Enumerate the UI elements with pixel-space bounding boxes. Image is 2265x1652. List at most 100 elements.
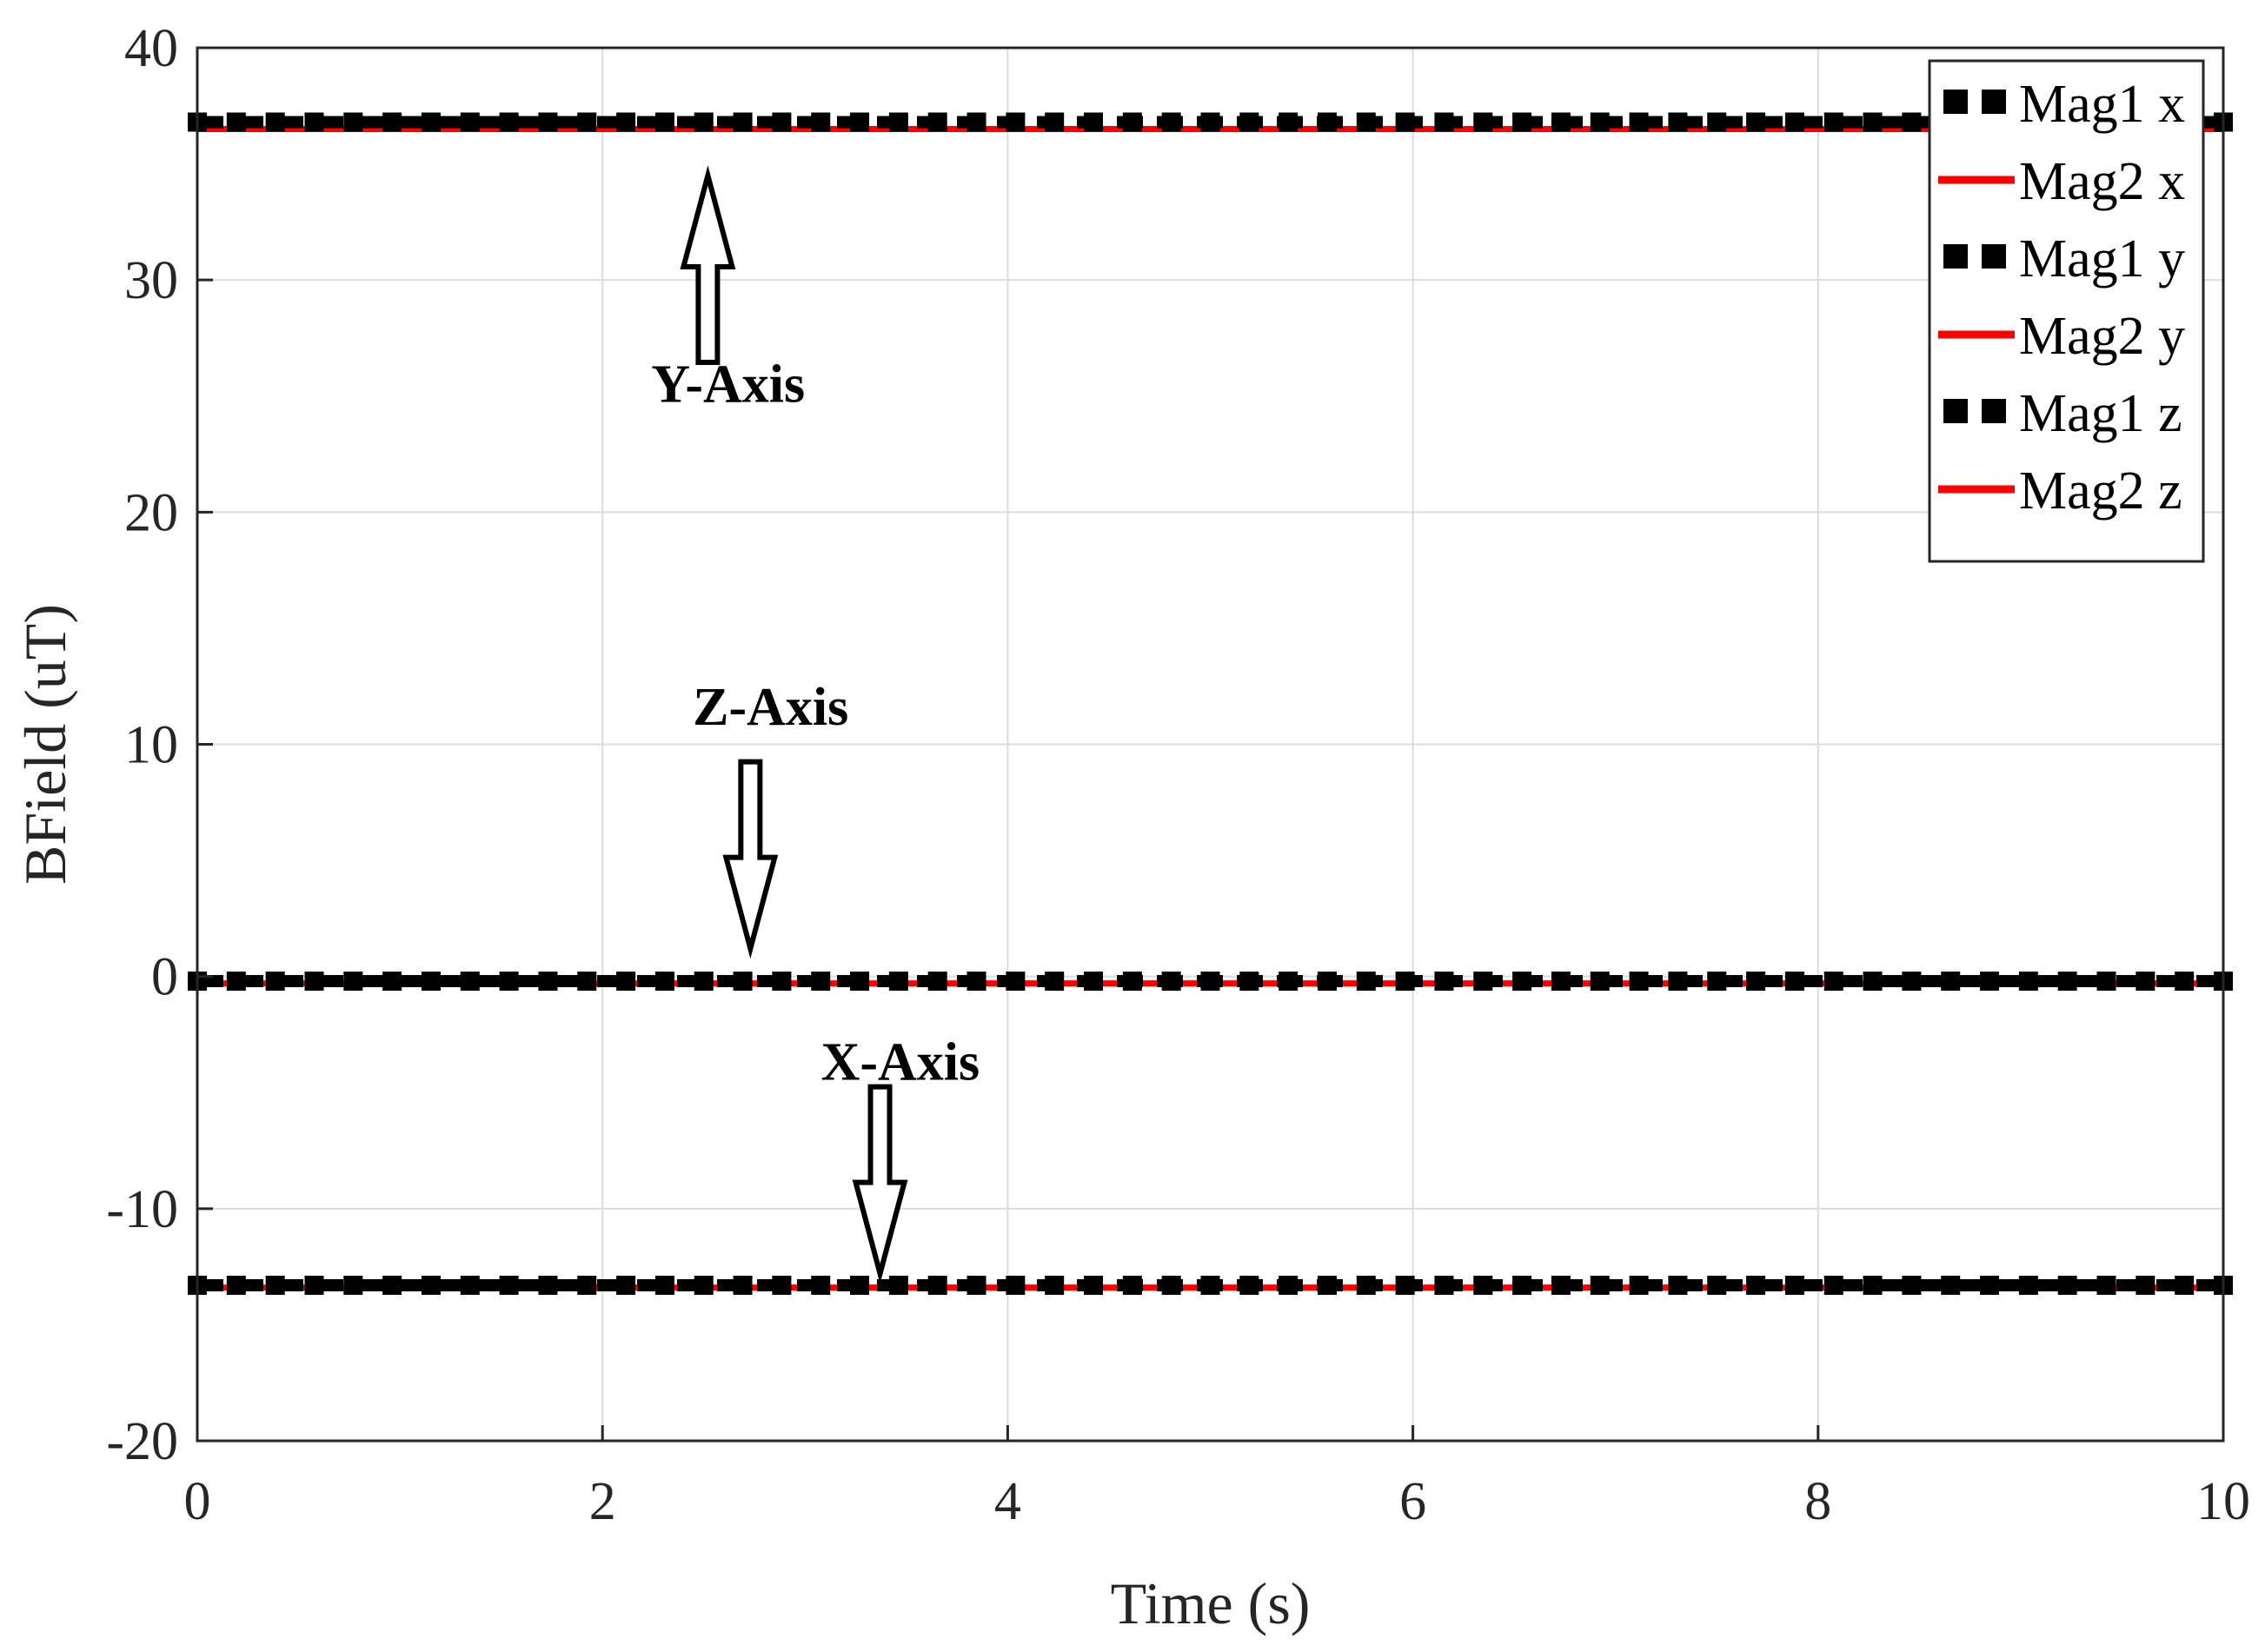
series-marker — [888, 1275, 908, 1295]
legend-entry: Mag2 y — [1938, 307, 2185, 366]
x-tick-label: 8 — [1804, 1472, 1831, 1531]
series-marker — [1629, 112, 1649, 132]
annotation-label: Y-Axis — [651, 355, 805, 414]
series-marker — [343, 972, 363, 992]
series-marker — [1006, 1275, 1026, 1295]
series-marker — [654, 112, 674, 132]
series-marker — [1746, 1275, 1766, 1295]
series-marker — [694, 1275, 714, 1295]
series-marker — [1434, 1275, 1454, 1295]
series-marker — [927, 972, 947, 992]
series-marker — [850, 972, 870, 992]
legend-box — [1928, 59, 2205, 563]
series-marker — [654, 972, 674, 992]
series-marker — [2096, 972, 2116, 992]
series-marker — [1045, 972, 1065, 992]
legend: Mag1 x Mag2 x Mag1 y Mag2 y Mag1 z Mag2 z — [1928, 59, 2205, 563]
series-marker — [1356, 1275, 1376, 1295]
series-marker — [1590, 972, 1610, 992]
y-tick-label: 0 — [151, 948, 178, 1007]
legend-entry: Mag1 y — [1943, 229, 2185, 289]
series-marker — [2175, 972, 2195, 992]
series-marker — [966, 112, 986, 132]
y-tick-label: 20 — [124, 483, 178, 542]
series-marker — [460, 112, 480, 132]
series-marker — [1473, 1275, 1493, 1295]
legend-label: Mag2 y — [2019, 307, 2185, 366]
annotation-y-axis: Y-Axis — [651, 165, 805, 414]
series-marker — [538, 1275, 558, 1295]
y-tick-label: 40 — [124, 19, 178, 78]
series-marker — [1551, 1275, 1571, 1295]
series-marker — [1707, 972, 1727, 992]
series-marker — [226, 1275, 246, 1295]
series-marker — [2096, 1275, 2116, 1295]
series-mag1-z — [188, 972, 2233, 992]
y-tick-label: -20 — [106, 1412, 178, 1471]
series-marker — [1784, 112, 1804, 132]
series-marker — [1629, 1275, 1649, 1295]
series-marker — [1122, 972, 1142, 992]
series-marker — [499, 112, 519, 132]
series-marker — [1045, 112, 1065, 132]
arrow-icon — [680, 165, 736, 365]
series-marker — [382, 1275, 402, 1295]
series-marker — [850, 112, 870, 132]
series-marker — [265, 112, 285, 132]
x-tick-label: 2 — [589, 1472, 616, 1531]
series-marker — [2135, 1275, 2155, 1295]
annotation-label: X-Axis — [821, 1033, 980, 1092]
series-marker — [421, 112, 441, 132]
legend-entry: Mag2 x — [1938, 152, 2185, 211]
series-marker — [1902, 972, 1922, 992]
legend-swatch — [1982, 90, 2006, 114]
series-marker — [1279, 972, 1299, 992]
series-marker — [772, 1275, 792, 1295]
series-marker — [304, 112, 324, 132]
series-marker — [421, 972, 441, 992]
series-marker — [1045, 1275, 1065, 1295]
series-marker — [460, 972, 480, 992]
series-marker — [2018, 1275, 2038, 1295]
series-marker — [1512, 1275, 1532, 1295]
series-marker — [1784, 972, 1804, 992]
series-marker — [694, 112, 714, 132]
y-tick-label: -10 — [106, 1180, 178, 1239]
series-marker — [1590, 112, 1610, 132]
series-mag1-y — [188, 112, 2233, 132]
series-marker — [1279, 112, 1299, 132]
y-tick-label: 10 — [124, 716, 178, 775]
series-marker — [499, 1275, 519, 1295]
legend-label: Mag1 y — [2019, 229, 2185, 289]
series-marker — [1084, 112, 1104, 132]
annotation-z-axis: Z-Axis — [693, 678, 848, 959]
series-marker — [1434, 972, 1454, 992]
series-marker — [1980, 972, 2000, 992]
y-axis-title: BField (uT) — [12, 604, 78, 885]
series-marker — [1161, 112, 1181, 132]
series-marker — [577, 1275, 597, 1295]
series-marker — [1239, 972, 1259, 992]
series-marker — [499, 972, 519, 992]
legend-label: Mag1 x — [2019, 75, 2185, 134]
series-marker — [2135, 972, 2155, 992]
series-marker — [811, 1275, 831, 1295]
series-marker — [1746, 972, 1766, 992]
series-marker — [577, 112, 597, 132]
series-marker — [1941, 972, 1961, 992]
legend-swatch — [1982, 399, 2006, 423]
series-marker — [1395, 112, 1415, 132]
series-layer — [188, 112, 2233, 1295]
series-marker — [1200, 1275, 1220, 1295]
series-marker — [1784, 1275, 1804, 1295]
series-marker — [1512, 112, 1532, 132]
series-marker — [1084, 972, 1104, 992]
legend-swatch — [1943, 90, 1968, 114]
series-marker — [226, 112, 246, 132]
arrow-icon — [852, 1084, 908, 1284]
series-marker — [421, 1275, 441, 1295]
series-marker — [927, 1275, 947, 1295]
legend-label: Mag2 z — [2019, 461, 2182, 521]
series-marker — [2175, 1275, 2195, 1295]
series-marker — [1863, 972, 1883, 992]
